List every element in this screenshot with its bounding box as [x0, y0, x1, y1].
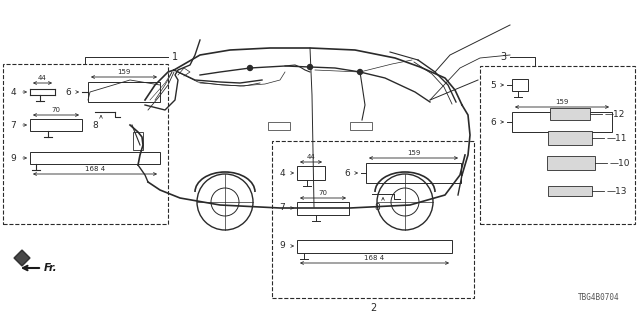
Text: —13: —13	[607, 187, 627, 196]
Text: 6: 6	[65, 87, 71, 97]
Circle shape	[358, 69, 362, 75]
Bar	[297, 202, 349, 215]
Text: 7: 7	[279, 204, 285, 212]
Bar	[30, 119, 82, 131]
Text: 6: 6	[344, 169, 350, 178]
Text: 9: 9	[279, 242, 285, 251]
Bar	[88, 82, 160, 102]
Text: 8: 8	[374, 204, 380, 212]
Text: 4: 4	[10, 87, 16, 97]
Bar	[550, 108, 590, 120]
Text: 70: 70	[51, 107, 61, 113]
Text: 7: 7	[10, 121, 16, 130]
Text: 8: 8	[92, 121, 98, 130]
Bar	[512, 112, 612, 132]
Bar	[350, 122, 372, 130]
Text: 2: 2	[370, 303, 376, 313]
Bar	[133, 132, 143, 150]
Bar	[30, 152, 160, 164]
Text: 1: 1	[172, 52, 178, 62]
Bar	[548, 186, 592, 196]
Text: TBG4B0704: TBG4B0704	[579, 293, 620, 302]
Text: —10: —10	[610, 158, 630, 167]
Text: 44: 44	[307, 154, 316, 160]
Circle shape	[307, 65, 312, 69]
Text: Fr.: Fr.	[44, 263, 58, 273]
Text: 4: 4	[279, 169, 285, 178]
Circle shape	[248, 66, 253, 70]
Bar	[547, 156, 595, 170]
Text: 159: 159	[407, 150, 420, 156]
Text: 5: 5	[490, 81, 496, 90]
Text: 9: 9	[10, 154, 16, 163]
Bar	[480, 66, 635, 224]
Text: 168 4: 168 4	[364, 255, 385, 261]
Polygon shape	[14, 250, 30, 266]
Bar	[272, 141, 474, 298]
Bar	[268, 122, 290, 130]
Bar	[297, 166, 325, 180]
Text: —11: —11	[607, 133, 627, 142]
Text: 168 4: 168 4	[85, 166, 105, 172]
Bar	[512, 79, 528, 91]
Bar	[297, 240, 452, 253]
Text: 159: 159	[117, 69, 131, 75]
Text: 6: 6	[490, 117, 496, 126]
Text: 3: 3	[500, 52, 506, 62]
Bar	[548, 131, 592, 145]
Text: 159: 159	[556, 99, 569, 105]
Bar	[366, 163, 461, 183]
Bar	[3, 64, 168, 224]
Text: 70: 70	[319, 190, 328, 196]
Text: 44: 44	[38, 75, 47, 81]
Text: —12: —12	[605, 109, 625, 118]
